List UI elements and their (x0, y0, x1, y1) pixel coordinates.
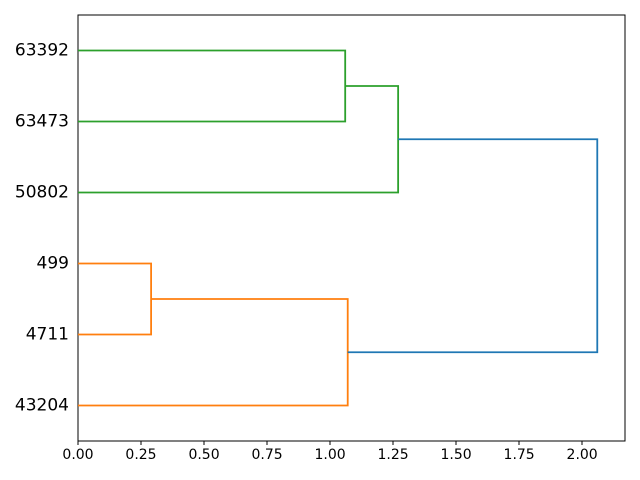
leaf-label: 63392 (15, 41, 69, 61)
x-tick-label: 0.50 (188, 447, 219, 463)
leaf-label: 50802 (15, 183, 69, 203)
x-tick-label: 2.00 (567, 447, 598, 463)
plot-frame (77, 14, 626, 442)
x-tick-label: 1.75 (504, 447, 535, 463)
x-tick-label: 1.50 (441, 447, 472, 463)
leaf-label: 499 (37, 254, 69, 274)
dendrogram-link (347, 138, 599, 354)
x-tick-label: 0.75 (251, 447, 282, 463)
dendrogram-link (78, 49, 347, 123)
x-tick-label: 1.00 (314, 447, 345, 463)
dendrogram-link (78, 85, 400, 194)
x-tick-label: 0.00 (62, 447, 93, 463)
dendrogram-link (78, 298, 349, 407)
leaf-label: 4711 (26, 325, 69, 345)
leaf-label: 63473 (15, 112, 69, 132)
dendrogram-link (78, 262, 153, 336)
x-tick-label: 1.25 (378, 447, 409, 463)
leaf-label: 43204 (15, 396, 69, 416)
x-tick-label: 0.25 (125, 447, 156, 463)
